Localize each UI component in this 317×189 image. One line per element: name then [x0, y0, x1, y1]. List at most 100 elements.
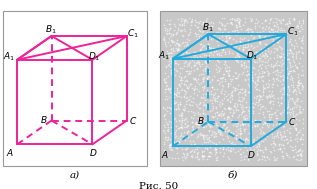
Point: [173, 93, 178, 96]
Point: [177, 139, 182, 142]
Point: [237, 102, 243, 105]
Point: [285, 58, 290, 61]
Point: [206, 45, 211, 48]
Point: [190, 59, 195, 62]
Point: [190, 76, 195, 79]
Point: [202, 51, 207, 54]
Point: [245, 42, 250, 45]
Point: [292, 89, 297, 92]
Point: [272, 144, 277, 147]
Text: $A_1$: $A_1$: [158, 50, 170, 62]
Point: [190, 128, 195, 131]
Point: [171, 92, 176, 95]
Point: [212, 33, 217, 36]
Point: [237, 114, 242, 117]
Point: [178, 144, 183, 147]
Point: [217, 147, 222, 150]
Point: [285, 120, 290, 123]
Point: [189, 154, 194, 157]
Point: [202, 138, 207, 141]
Point: [171, 102, 176, 105]
Point: [264, 121, 269, 124]
Point: [182, 74, 187, 77]
Point: [300, 19, 305, 22]
Point: [254, 78, 259, 81]
Point: [177, 72, 182, 75]
Point: [284, 154, 289, 157]
Point: [178, 114, 184, 117]
Point: [177, 119, 182, 122]
Point: [255, 75, 260, 78]
Point: [243, 29, 248, 32]
Text: $D$: $D$: [89, 147, 97, 158]
Point: [237, 88, 242, 91]
Point: [249, 19, 254, 22]
Point: [191, 53, 196, 57]
Point: [274, 62, 279, 65]
Point: [241, 49, 246, 52]
Point: [273, 116, 278, 119]
Point: [232, 110, 237, 113]
Point: [181, 27, 186, 30]
Point: [174, 49, 179, 52]
Point: [253, 85, 258, 88]
Point: [164, 135, 169, 138]
Point: [170, 66, 175, 69]
Point: [220, 124, 225, 127]
Point: [210, 24, 215, 27]
Point: [234, 107, 239, 110]
Point: [288, 69, 293, 72]
Point: [252, 81, 257, 84]
Point: [178, 81, 184, 84]
Point: [171, 133, 176, 136]
Point: [234, 26, 239, 29]
Point: [261, 115, 266, 118]
Point: [293, 105, 298, 108]
Point: [183, 90, 188, 93]
Point: [278, 95, 283, 98]
Point: [288, 78, 293, 81]
Point: [168, 38, 173, 41]
Point: [291, 102, 296, 105]
Point: [211, 47, 216, 50]
Point: [218, 132, 223, 135]
Point: [234, 137, 239, 140]
Point: [225, 116, 230, 119]
Point: [199, 153, 204, 156]
Point: [263, 87, 268, 90]
Point: [211, 57, 217, 60]
Point: [264, 70, 269, 73]
Point: [209, 21, 214, 24]
Point: [278, 147, 283, 150]
Point: [201, 135, 206, 138]
Point: [278, 80, 283, 83]
Point: [265, 73, 270, 76]
Point: [259, 21, 264, 24]
Point: [171, 100, 176, 103]
Point: [282, 106, 287, 109]
Point: [198, 145, 203, 148]
Point: [199, 143, 204, 146]
Point: [191, 114, 196, 117]
Point: [213, 150, 218, 153]
Point: [223, 51, 228, 54]
Point: [212, 147, 217, 150]
Point: [165, 19, 170, 22]
Point: [198, 29, 203, 33]
Point: [201, 22, 206, 25]
Point: [201, 126, 206, 129]
Point: [172, 101, 177, 104]
Point: [182, 80, 187, 83]
Point: [302, 116, 307, 119]
Point: [271, 141, 276, 144]
Point: [206, 155, 211, 158]
Point: [225, 34, 230, 37]
Point: [181, 95, 186, 98]
Point: [182, 106, 187, 109]
Point: [294, 98, 299, 101]
Point: [196, 124, 201, 127]
Point: [261, 90, 266, 93]
Point: [272, 17, 277, 20]
Point: [267, 113, 272, 116]
Point: [164, 88, 169, 91]
